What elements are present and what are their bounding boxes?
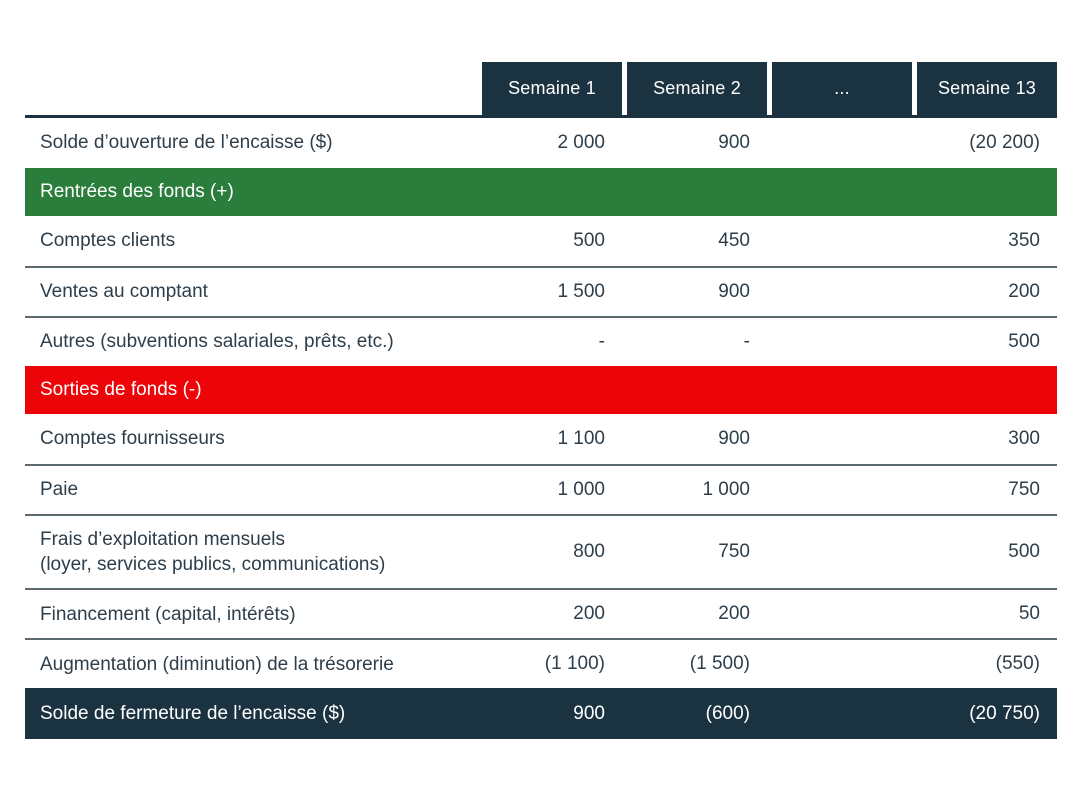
cell-value: 800 xyxy=(573,541,605,563)
cell-value: 1 000 xyxy=(702,479,750,500)
row-label: Comptes fournisseurs xyxy=(40,428,225,450)
cell-value: (20 200) xyxy=(969,132,1040,153)
section-header-outflows: Sorties de fonds (-) xyxy=(25,366,1057,414)
cell-value: 450 xyxy=(718,230,750,251)
table-row-augmentation-tresorerie: Augmentation (diminution) de la trésorer… xyxy=(25,638,1057,688)
cell-value: 500 xyxy=(573,230,605,251)
cell-value: 900 xyxy=(718,281,750,302)
cell-value: 750 xyxy=(1008,479,1040,500)
cell-value: 2 000 xyxy=(557,132,605,153)
cell-value: (1 500) xyxy=(689,653,750,675)
cell-value: 350 xyxy=(1008,230,1040,251)
cell-value: 750 xyxy=(718,541,750,563)
cell-value: 1 000 xyxy=(557,479,605,500)
cell-value: 900 xyxy=(718,132,750,153)
cell-value: 200 xyxy=(573,603,605,625)
table-row-ventes-comptant: Ventes au comptant 1 500 900 200 xyxy=(25,266,1057,316)
cash-flow-table: Semaine 1 Semaine 2 ... Semaine 13 Solde… xyxy=(25,62,1057,740)
cell-value: (1 100) xyxy=(544,653,605,675)
row-label: Paie xyxy=(40,479,79,501)
section-header-inflows: Rentrées des fonds (+) xyxy=(25,168,1057,216)
section-header-label: Sorties de fonds (-) xyxy=(40,379,202,400)
row-label: Financement (capital, intérêts) xyxy=(40,603,296,625)
section-header-label: Rentrées des fonds (+) xyxy=(40,181,234,202)
cell-value: 1 100 xyxy=(557,428,605,449)
cell-value: 200 xyxy=(1008,281,1040,302)
cell-value: 50 xyxy=(1018,603,1040,625)
column-header-semaine-1: Semaine 1 xyxy=(482,62,622,115)
column-header-semaine-2: Semaine 2 xyxy=(627,62,767,115)
table-row-financement: Financement (capital, intérêts) 200 200 … xyxy=(25,588,1057,638)
cell-value: - xyxy=(598,331,605,352)
cell-value: 300 xyxy=(1008,428,1040,449)
row-label: Frais d’exploitation mensuels (loyer, se… xyxy=(25,516,477,588)
table-row-comptes-fournisseurs: Comptes fournisseurs 1 100 900 300 xyxy=(25,414,1057,464)
cell-value: (600) xyxy=(705,702,750,724)
row-label-line2: (loyer, services publics, communications… xyxy=(40,554,386,576)
row-label: Ventes au comptant xyxy=(40,281,208,303)
cell-value: 900 xyxy=(718,428,750,449)
row-label: Augmentation (diminution) de la trésorer… xyxy=(40,653,394,675)
cell-value: 500 xyxy=(1008,331,1040,352)
row-label: Comptes clients xyxy=(40,230,176,252)
table-header-row: Semaine 1 Semaine 2 ... Semaine 13 xyxy=(25,62,1057,118)
table-row-autres: Autres (subventions salariales, prêts, e… xyxy=(25,316,1057,366)
row-label: Autres (subventions salariales, prêts, e… xyxy=(40,331,394,353)
cell-value: - xyxy=(743,331,750,352)
cell-value: 200 xyxy=(718,603,750,625)
table-row-closing-balance: Solde de fermeture de l’encaisse ($) 900… xyxy=(25,688,1057,740)
cell-value: 900 xyxy=(573,702,605,724)
row-label: Solde d’ouverture de l’encaisse ($) xyxy=(40,132,333,154)
table-row-paie: Paie 1 000 1 000 750 xyxy=(25,464,1057,514)
cell-value: (20 750) xyxy=(969,702,1040,724)
cell-value: (550) xyxy=(995,653,1040,675)
table-row-comptes-clients: Comptes clients 500 450 350 xyxy=(25,216,1057,266)
table-row-opening-balance: Solde d’ouverture de l’encaisse ($) 2 00… xyxy=(25,118,1057,168)
header-corner-spacer xyxy=(25,62,477,115)
row-label: Solde de fermeture de l’encaisse ($) xyxy=(40,703,346,725)
table-row-frais-exploitation: Frais d’exploitation mensuels (loyer, se… xyxy=(25,514,1057,588)
column-header-semaine-13: Semaine 13 xyxy=(917,62,1057,115)
column-header-ellipsis: ... xyxy=(772,62,912,115)
cell-value: 500 xyxy=(1008,541,1040,563)
row-label-line1: Frais d’exploitation mensuels xyxy=(40,529,286,550)
cell-value: 1 500 xyxy=(557,281,605,302)
